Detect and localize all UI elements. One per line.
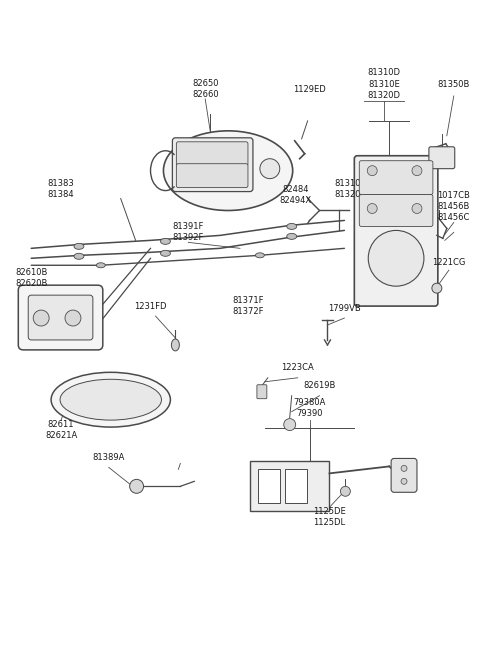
Ellipse shape bbox=[160, 238, 170, 244]
Text: 82619B: 82619B bbox=[303, 381, 336, 390]
FancyBboxPatch shape bbox=[257, 384, 267, 399]
Ellipse shape bbox=[287, 223, 297, 229]
FancyBboxPatch shape bbox=[391, 458, 417, 493]
Bar bbox=[250, 461, 329, 511]
Circle shape bbox=[401, 478, 407, 484]
FancyBboxPatch shape bbox=[28, 295, 93, 340]
Circle shape bbox=[130, 479, 144, 493]
FancyBboxPatch shape bbox=[360, 160, 433, 195]
Bar bbox=[258, 470, 280, 503]
Circle shape bbox=[432, 283, 442, 293]
Ellipse shape bbox=[74, 244, 84, 250]
Ellipse shape bbox=[255, 253, 264, 258]
Ellipse shape bbox=[171, 339, 180, 351]
Circle shape bbox=[368, 231, 424, 286]
Circle shape bbox=[340, 486, 350, 496]
Circle shape bbox=[367, 204, 377, 214]
Circle shape bbox=[412, 204, 422, 214]
Text: 81310D
81310E
81320D: 81310D 81310E 81320D bbox=[368, 68, 401, 100]
Text: 81477: 81477 bbox=[406, 194, 432, 203]
Text: 82484
82494X: 82484 82494X bbox=[280, 185, 312, 204]
Text: 82610B
82620B: 82610B 82620B bbox=[15, 268, 48, 288]
Circle shape bbox=[260, 159, 280, 179]
Ellipse shape bbox=[160, 250, 170, 256]
Ellipse shape bbox=[164, 131, 293, 210]
Ellipse shape bbox=[51, 372, 170, 427]
Ellipse shape bbox=[287, 233, 297, 239]
Text: 81371F
81372F: 81371F 81372F bbox=[232, 296, 264, 316]
Text: 1799VB: 1799VB bbox=[328, 303, 361, 312]
Text: 1017CB
81456B
81456C: 1017CB 81456B 81456C bbox=[437, 191, 470, 222]
FancyBboxPatch shape bbox=[354, 156, 438, 306]
Circle shape bbox=[367, 166, 377, 176]
Text: 81310
81320: 81310 81320 bbox=[334, 179, 360, 198]
Circle shape bbox=[401, 466, 407, 472]
Circle shape bbox=[412, 166, 422, 176]
Text: 1125DE
1125DL: 1125DE 1125DL bbox=[313, 507, 346, 527]
Ellipse shape bbox=[74, 253, 84, 259]
Text: 1221CG: 1221CG bbox=[432, 258, 466, 267]
Bar bbox=[285, 470, 307, 503]
Text: 81350B: 81350B bbox=[438, 79, 470, 88]
Circle shape bbox=[284, 419, 296, 430]
Ellipse shape bbox=[60, 379, 161, 420]
Ellipse shape bbox=[96, 263, 105, 268]
Text: 82650
82660: 82650 82660 bbox=[192, 79, 218, 99]
Text: 1231FD: 1231FD bbox=[134, 301, 167, 310]
Text: 81391F
81392F: 81391F 81392F bbox=[173, 222, 204, 242]
Circle shape bbox=[65, 310, 81, 326]
FancyBboxPatch shape bbox=[176, 141, 248, 166]
FancyBboxPatch shape bbox=[429, 147, 455, 169]
FancyBboxPatch shape bbox=[360, 195, 433, 227]
Text: 79380A
79390: 79380A 79390 bbox=[293, 398, 326, 418]
Text: 81383
81384: 81383 81384 bbox=[48, 179, 74, 198]
Text: 81389A: 81389A bbox=[93, 453, 125, 462]
FancyBboxPatch shape bbox=[18, 285, 103, 350]
Text: 1223CA: 1223CA bbox=[281, 364, 314, 372]
Text: 82611
82621A: 82611 82621A bbox=[45, 419, 77, 440]
Text: 1129ED: 1129ED bbox=[293, 84, 326, 94]
FancyBboxPatch shape bbox=[172, 138, 253, 191]
FancyBboxPatch shape bbox=[176, 164, 248, 187]
Circle shape bbox=[33, 310, 49, 326]
